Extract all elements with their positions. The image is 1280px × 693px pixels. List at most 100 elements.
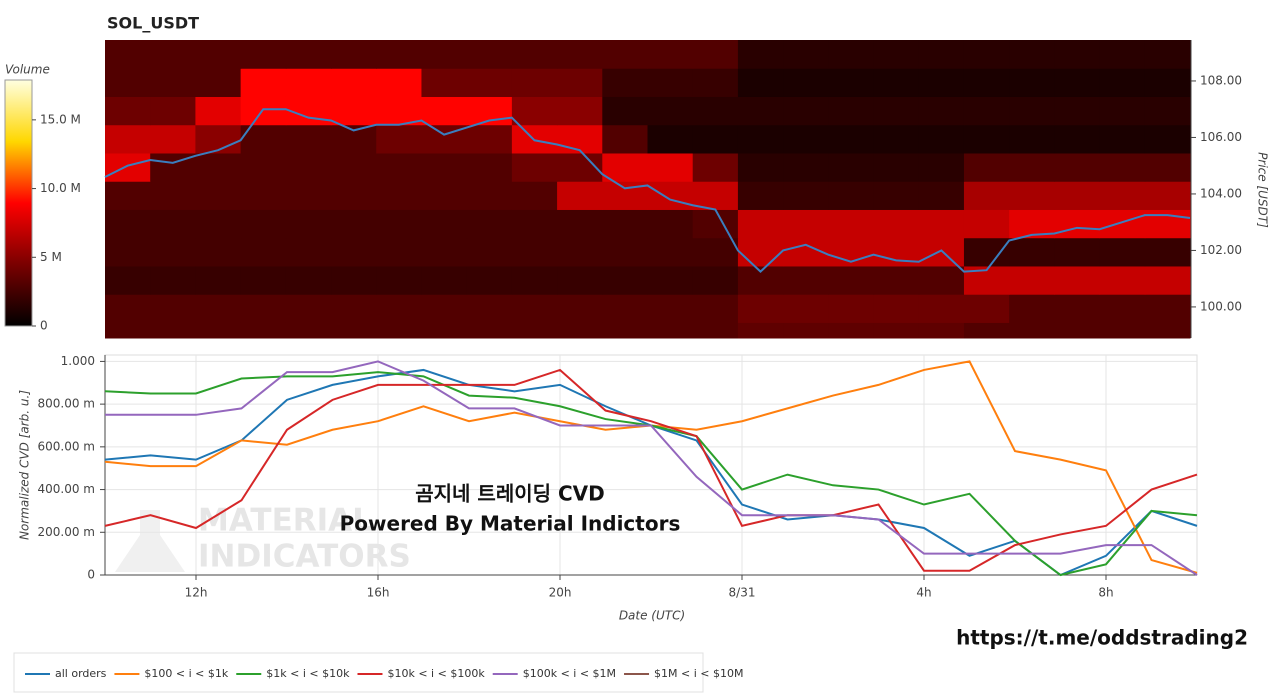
heatmap-cell xyxy=(150,40,196,69)
heatmap-cell xyxy=(557,181,603,210)
heatmap-cell xyxy=(150,96,196,126)
heatmap-cell xyxy=(602,237,648,267)
legend-label: $100 < i < $1k xyxy=(144,667,228,680)
heatmap-cell xyxy=(195,124,242,154)
heatmap-cell xyxy=(647,265,694,295)
heatmap-cell xyxy=(285,209,332,239)
heatmap-cell xyxy=(647,181,694,210)
heatmap-cell xyxy=(918,209,965,239)
heatmap-cell xyxy=(602,124,648,154)
heatmap-cell xyxy=(1144,68,1191,97)
legend-label: all orders xyxy=(55,667,107,680)
heatmap-cell xyxy=(195,237,242,267)
heatmap-cell xyxy=(376,294,422,323)
heatmap-cell xyxy=(1054,209,1101,239)
heatmap-cell xyxy=(285,237,332,267)
heatmap-cell xyxy=(557,68,603,97)
legend-box xyxy=(13,652,704,693)
heatmap-cell xyxy=(376,322,422,339)
heatmap-cell xyxy=(602,265,648,295)
heatmap-cell xyxy=(963,322,1010,339)
heatmap-cell xyxy=(873,40,920,69)
heatmap-cell xyxy=(195,265,242,295)
heatmap-cell xyxy=(692,265,739,295)
footer-link: https://t.me/oddstrading2 xyxy=(956,626,1248,650)
heatmap-cell xyxy=(511,322,558,339)
legend-label: $100k < i < $1M xyxy=(523,667,616,680)
heatmap-cell xyxy=(285,294,332,323)
heatmap-cell xyxy=(421,237,468,267)
heatmap-cell xyxy=(376,40,422,69)
heatmap-cell xyxy=(783,152,829,182)
heatmap-cell xyxy=(1054,265,1101,295)
heatmap-cell xyxy=(1099,68,1146,97)
heatmap-cell xyxy=(240,181,287,210)
colorbar-tick-label: 10.0 M xyxy=(40,181,81,195)
heatmap-cell xyxy=(918,40,965,69)
heatmap-cell xyxy=(421,294,468,323)
heatmap-cell xyxy=(918,294,965,323)
heatmap-cell xyxy=(240,209,287,239)
heatmap-cell xyxy=(331,181,377,210)
heatmap-cell xyxy=(1054,96,1101,126)
heatmap-cell xyxy=(1054,68,1101,97)
watermark: INDICATORS xyxy=(198,539,411,575)
heatmap-cell xyxy=(150,237,196,267)
heatmap-cell xyxy=(1099,181,1146,210)
heatmap-cell xyxy=(692,181,739,210)
heatmap-cell xyxy=(737,322,784,339)
heatmap-cell xyxy=(105,124,151,154)
heatmap-cell xyxy=(105,152,151,182)
heatmap-cell xyxy=(737,237,784,267)
heatmap-cell xyxy=(466,181,513,210)
heatmap-cell xyxy=(285,181,332,210)
heatmap-cell xyxy=(963,181,1010,210)
heatmap-cell xyxy=(376,96,422,126)
heatmap-cell xyxy=(150,265,196,295)
heatmap-cell xyxy=(421,209,468,239)
heatmap-cell xyxy=(828,96,875,126)
x-tick-label: 16h xyxy=(367,586,390,600)
heatmap-cell xyxy=(466,237,513,267)
heatmap-cell xyxy=(918,96,965,126)
heatmap-cell xyxy=(331,265,377,295)
heatmap-cell xyxy=(240,152,287,182)
heatmap-cell xyxy=(150,322,196,339)
heatmap-cell xyxy=(647,152,694,182)
heatmap-cell xyxy=(873,68,920,97)
series-line xyxy=(104,368,1198,572)
legend-label: $1M < i < $10M xyxy=(654,667,743,680)
heatmap-cell xyxy=(511,40,558,69)
heatmap-cell xyxy=(240,322,287,339)
heatmap-cell xyxy=(692,237,739,267)
heatmap-cell xyxy=(150,294,196,323)
x-tick-label: 8h xyxy=(1098,586,1113,600)
heatmap-cell xyxy=(240,294,287,323)
heatmap-cell xyxy=(828,40,875,69)
heatmap-cell xyxy=(285,152,332,182)
heatmap-cell xyxy=(105,209,151,239)
heatmap-cell xyxy=(557,237,603,267)
y-tick-label: 800.00 m xyxy=(38,397,96,411)
heatmap-cell xyxy=(1099,322,1146,339)
heatmap-cell xyxy=(783,68,829,97)
heatmap-cell xyxy=(421,181,468,210)
annotation: Powered By Material Indictors xyxy=(340,512,681,536)
heatmap-cell xyxy=(105,181,151,210)
heatmap-cell xyxy=(421,265,468,295)
heatmap-cell xyxy=(1099,209,1146,239)
heatmap-cell xyxy=(828,68,875,97)
watermark-icon xyxy=(115,510,185,572)
y-tick-label: 0 xyxy=(87,568,95,582)
heatmap-cell xyxy=(647,96,694,126)
heatmap-cell xyxy=(105,237,151,267)
heatmap-cell xyxy=(873,209,920,239)
heatmap-cell xyxy=(557,265,603,295)
heatmap-cell xyxy=(828,294,875,323)
heatmap-cell xyxy=(150,68,196,97)
heatmap-cell xyxy=(963,237,1010,267)
heatmap-cell xyxy=(150,181,196,210)
heatmap-cell xyxy=(828,209,875,239)
heatmap-cell xyxy=(783,96,829,126)
heatmap-cell xyxy=(195,209,242,239)
